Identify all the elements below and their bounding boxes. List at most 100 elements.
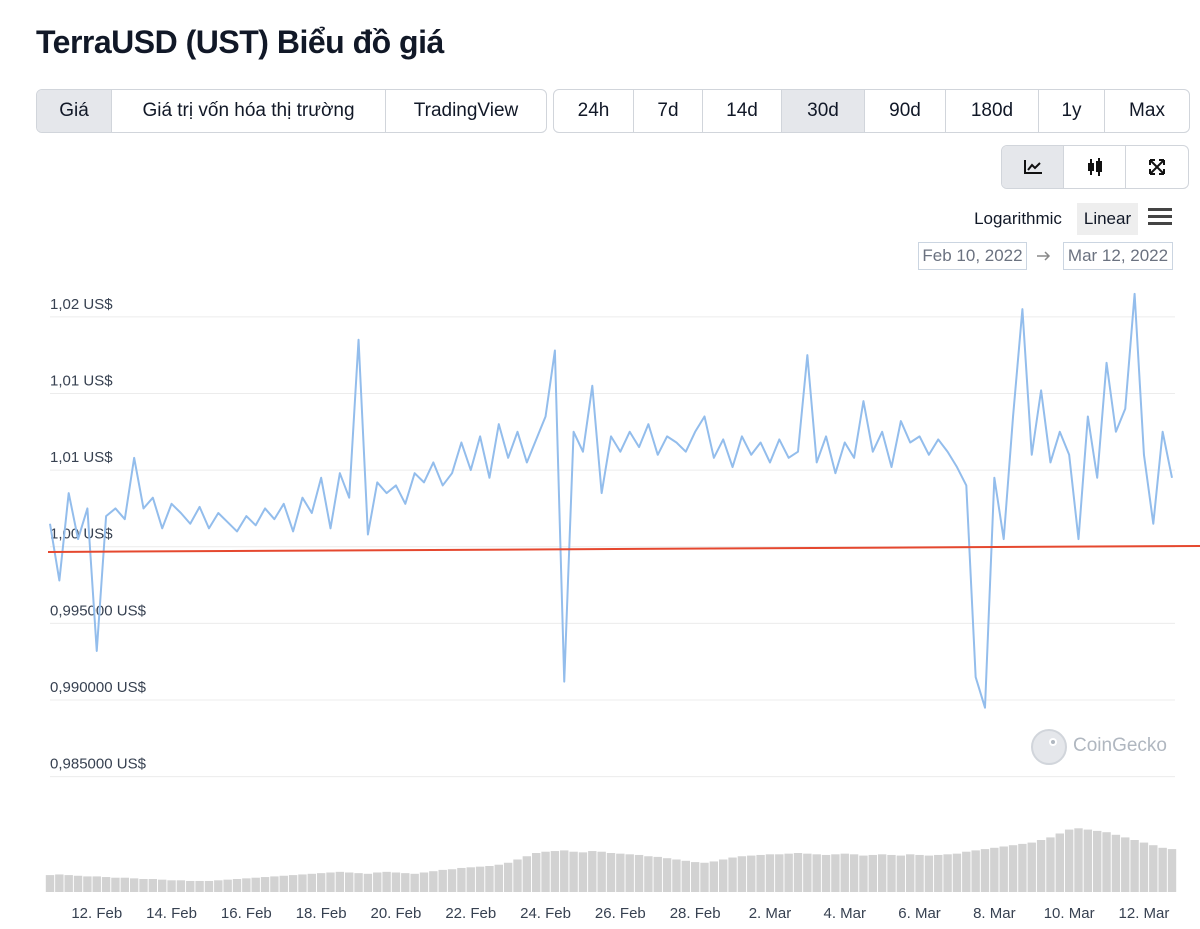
- volume-bar: [1008, 845, 1018, 892]
- volume-bar: [737, 856, 747, 892]
- volume-bar: [793, 853, 803, 892]
- range-tab[interactable]: 24h: [554, 90, 634, 132]
- line-chart-button[interactable]: [1002, 146, 1064, 188]
- range-tab[interactable]: Max: [1129, 100, 1165, 121]
- volume-bar: [1102, 832, 1111, 892]
- x-tick-label: 12. Mar: [1119, 905, 1170, 922]
- volume-bar: [186, 880, 195, 892]
- date-arrow: [1037, 251, 1051, 261]
- fullscreen-icon: [1149, 159, 1165, 175]
- fullscreen-button[interactable]: [1126, 146, 1188, 188]
- volume-bar: [92, 876, 101, 892]
- volume-bar: [307, 873, 316, 892]
- volume-bar: [868, 854, 877, 892]
- volume-bar: [1027, 842, 1036, 892]
- volume-bar: [1167, 849, 1177, 892]
- price-line: [49, 292, 1173, 709]
- range-tab[interactable]: 180d: [946, 90, 1039, 132]
- volume-bar: [588, 851, 597, 892]
- volume-bar: [597, 851, 606, 892]
- volume-bar: [803, 853, 812, 892]
- volume-bar: [681, 860, 690, 892]
- volume-bar: [111, 877, 120, 892]
- volume-bar: [223, 879, 232, 892]
- volume-bar: [120, 877, 129, 892]
- volume-bar: [821, 854, 831, 892]
- volume-bar: [64, 875, 73, 892]
- volume-bar: [438, 869, 447, 892]
- menu-icon[interactable]: [1148, 207, 1172, 227]
- scale-option[interactable]: Logarithmic: [974, 209, 1062, 228]
- volume-bar: [345, 872, 354, 892]
- volume-bar: [672, 859, 681, 892]
- volume-bar: [139, 879, 148, 892]
- volume-bar: [167, 880, 176, 892]
- volume-bar: [513, 859, 522, 892]
- volume-bar: [962, 851, 971, 892]
- volume-bar: [924, 855, 934, 892]
- x-tick-label: 2. Mar: [749, 905, 792, 922]
- volume-bar: [849, 854, 859, 892]
- y-tick-label: 0,990000 US$: [50, 679, 147, 696]
- volume-bar: [625, 854, 634, 892]
- range-tabs: 24h 7d 14d 30d 90d 180d 1y Max: [553, 89, 1190, 133]
- candlestick-button[interactable]: [1064, 146, 1126, 188]
- x-tick-label: 14. Feb: [146, 905, 197, 922]
- volume-bar: [176, 880, 186, 892]
- start-date-input[interactable]: Feb 10, 2022: [918, 242, 1027, 270]
- volume-bar: [1158, 847, 1167, 892]
- volume-bar: [298, 874, 307, 892]
- volume-bar: [45, 875, 55, 892]
- volume-bar: [195, 880, 204, 892]
- volume-bar: [831, 854, 840, 892]
- metric-tabs: Giá Giá trị vốn hóa thị trường TradingView: [36, 89, 547, 133]
- volume-bar: [326, 872, 335, 892]
- range-tab[interactable]: 14d: [703, 90, 782, 132]
- range-tab[interactable]: 7d: [634, 90, 703, 132]
- candlestick-icon: [1087, 158, 1102, 176]
- volume-bar: [728, 857, 737, 892]
- metric-tab[interactable]: Giá trị vốn hóa thị trường: [112, 90, 386, 132]
- volume-bar: [812, 854, 821, 892]
- y-tick-label: 1,01 US$: [50, 449, 113, 466]
- x-tick-label: 8. Mar: [973, 905, 1016, 922]
- volume-bar: [934, 854, 943, 892]
- volume-bar: [522, 856, 532, 892]
- volume-bar: [485, 866, 494, 892]
- volume-bar: [662, 858, 672, 892]
- volume-bar: [204, 880, 214, 892]
- x-tick-label: 20. Feb: [371, 905, 422, 922]
- metric-tab[interactable]: TradingView: [413, 100, 519, 121]
- y-tick-label: 0,985000 US$: [50, 756, 147, 773]
- volume-bar: [840, 853, 849, 892]
- range-tab[interactable]: 1y: [1039, 90, 1105, 132]
- volume-bar: [747, 855, 756, 892]
- end-date-input[interactable]: Mar 12, 2022: [1063, 242, 1173, 270]
- x-tick-label: 10. Mar: [1044, 905, 1095, 922]
- volume-bar: [999, 846, 1008, 892]
- metric-tab[interactable]: Giá: [37, 90, 112, 132]
- volume-bar: [1083, 829, 1093, 892]
- y-tick-label: 0,995000 US$: [50, 602, 147, 619]
- scale-option[interactable]: Linear: [1077, 203, 1138, 235]
- volume-bar: [634, 854, 644, 892]
- volume-bar: [859, 855, 868, 892]
- volume-bar: [709, 861, 719, 892]
- volume-bar: [279, 875, 288, 892]
- volume-bar: [55, 874, 64, 892]
- range-tab[interactable]: 30d: [782, 90, 865, 132]
- volume-bar: [1046, 837, 1055, 892]
- volume-bar: [373, 872, 382, 892]
- x-tick-label: 26. Feb: [595, 905, 646, 922]
- volume-bar: [1036, 840, 1046, 892]
- volume-bar: [503, 862, 513, 892]
- line-chart-icon: [1023, 160, 1042, 174]
- volume-bar: [214, 880, 223, 892]
- volume-bar: [260, 877, 270, 892]
- range-tab[interactable]: 90d: [865, 90, 946, 132]
- volume-bar: [83, 876, 92, 892]
- volume-bar: [877, 854, 887, 892]
- volume-bar: [1018, 843, 1027, 892]
